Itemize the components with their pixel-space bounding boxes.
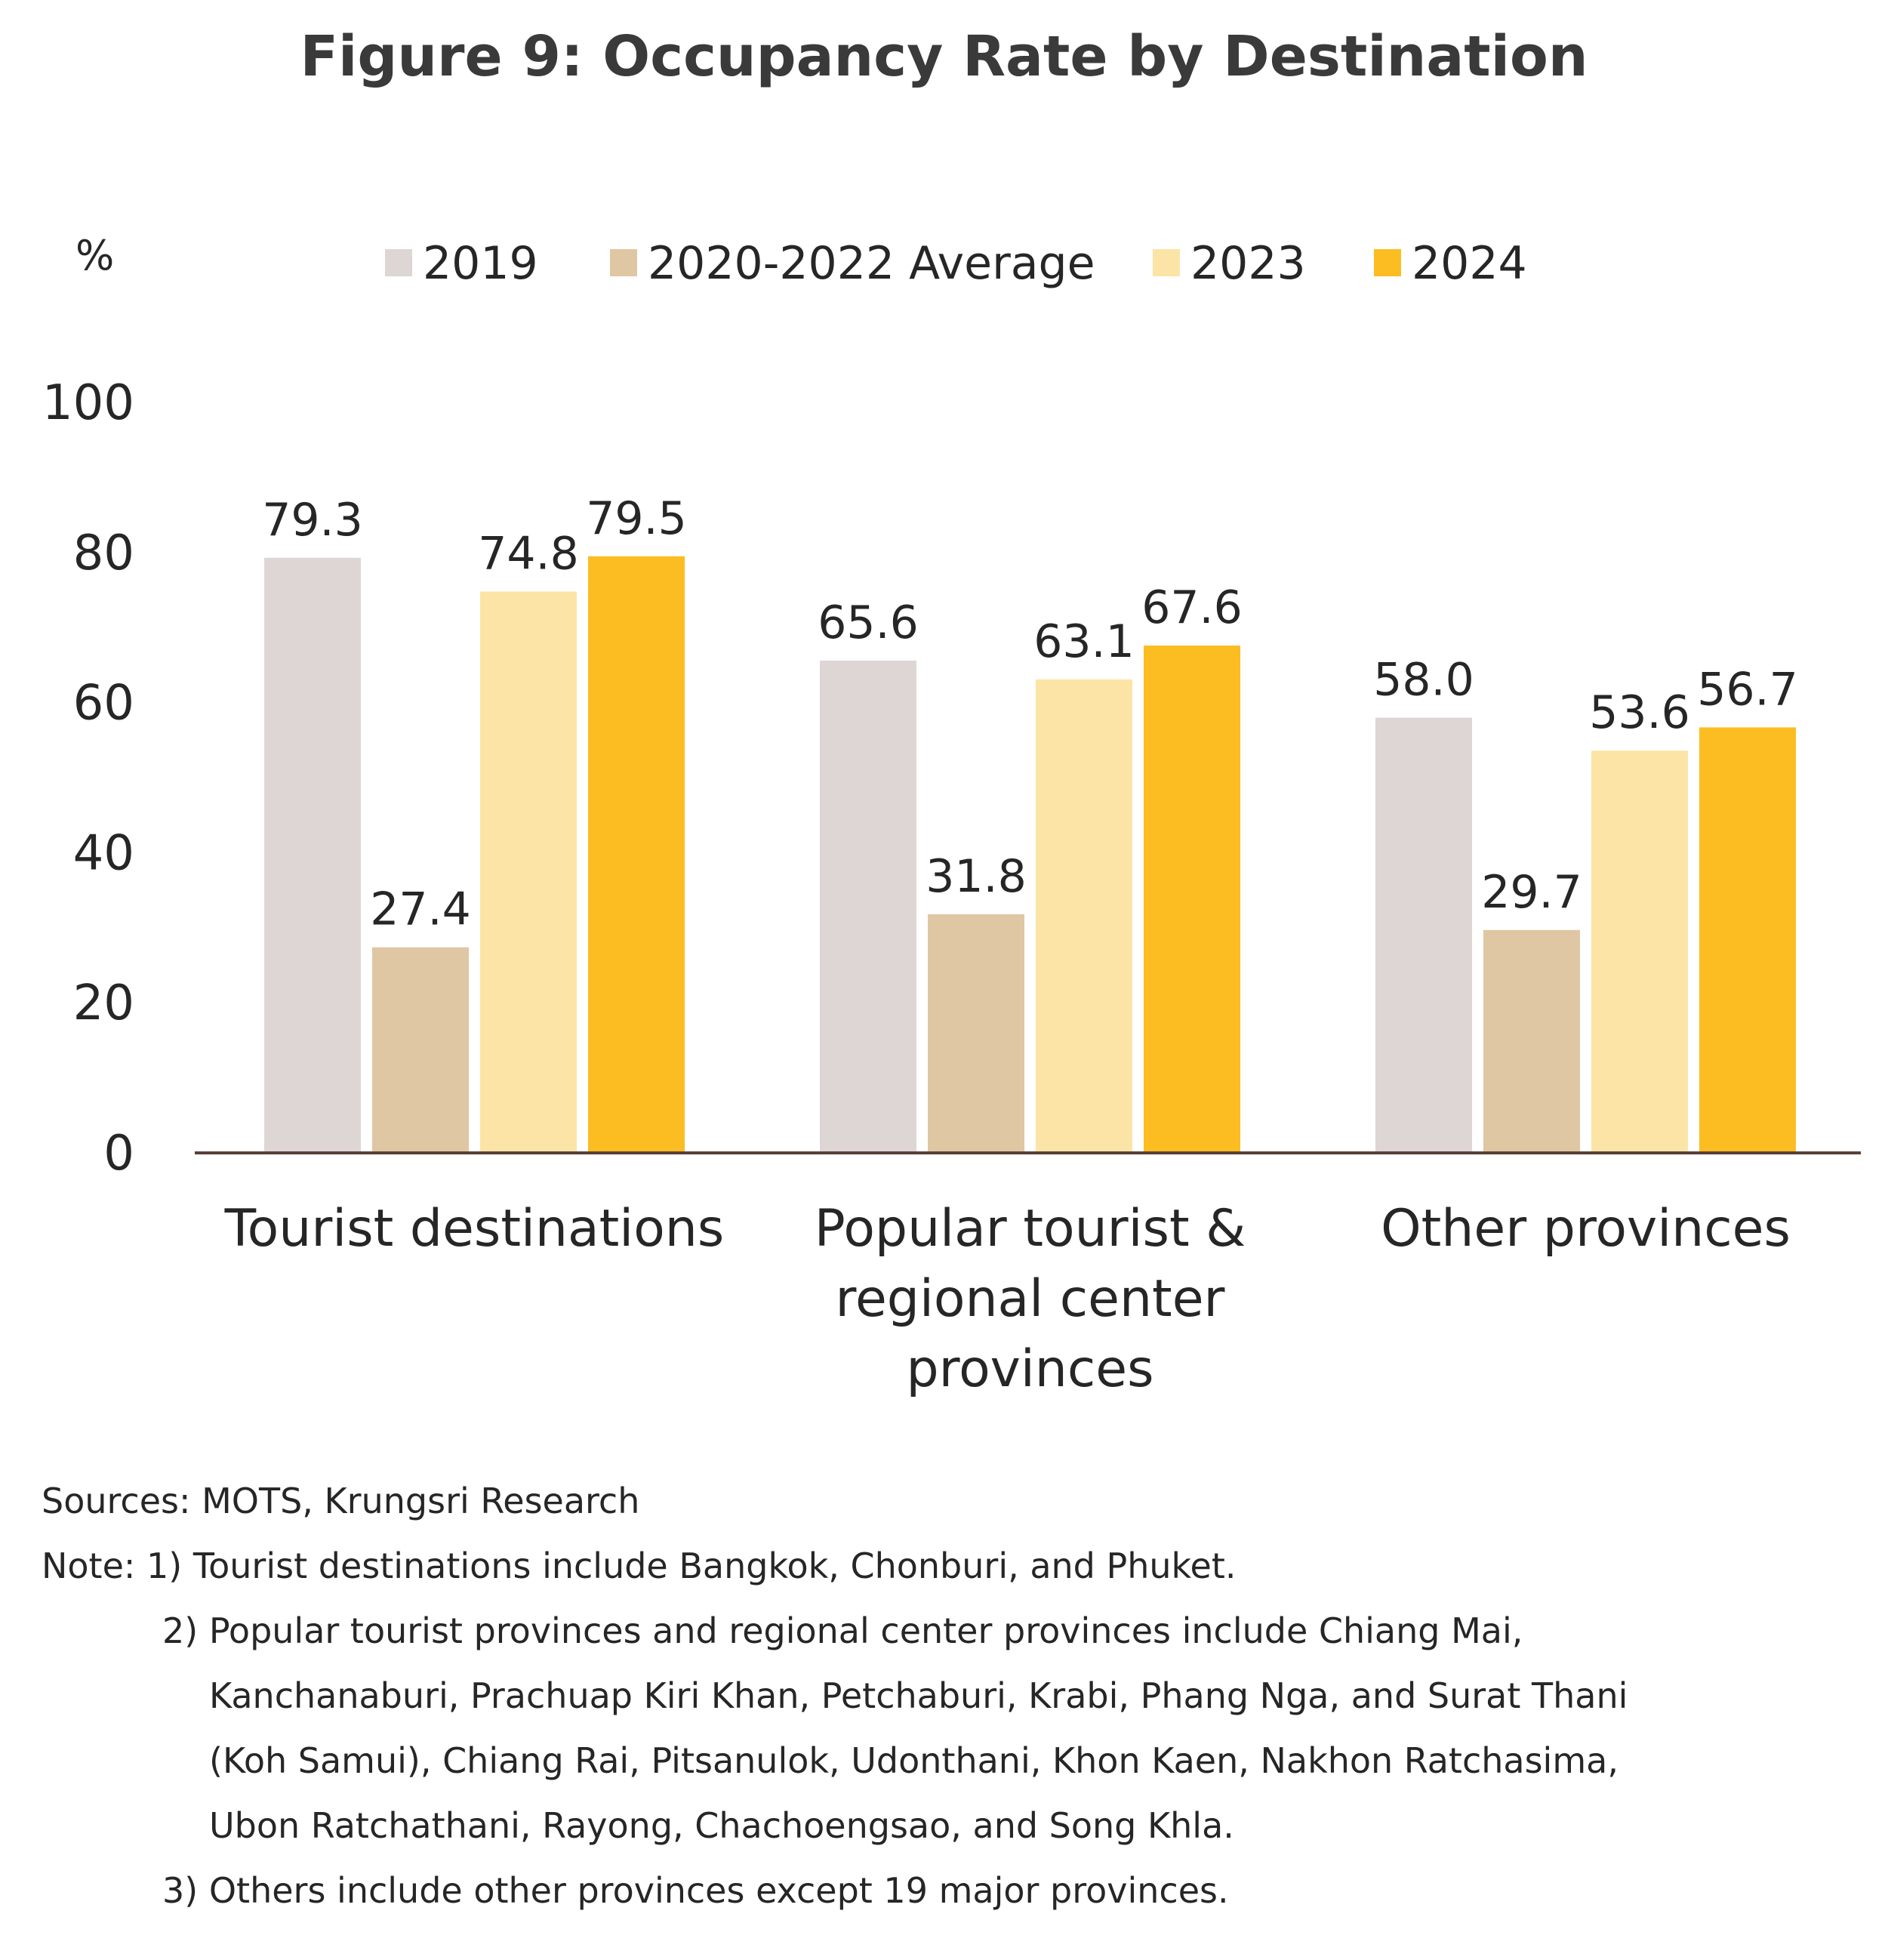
x-category-label: Tourist destinations xyxy=(224,1199,725,1259)
data-label: 63.1 xyxy=(1033,615,1135,668)
y-tick-label: 60 xyxy=(73,676,134,732)
y-axis-label: % xyxy=(75,232,114,279)
legend-swatch xyxy=(1374,249,1401,276)
y-tick-label: 80 xyxy=(73,525,134,581)
legend-swatch xyxy=(1153,249,1180,276)
y-tick-label: 0 xyxy=(103,1126,134,1182)
x-category-label: Other provinces xyxy=(1381,1199,1791,1259)
y-tick-label: 40 xyxy=(73,825,134,881)
legend-swatch xyxy=(385,249,412,276)
legend-label: 2019 xyxy=(423,237,538,290)
bar xyxy=(372,947,469,1153)
note-2-line-2: Kanchanaburi, Prachuap Kiri Khan, Petcha… xyxy=(209,1675,1628,1716)
legend-label: 2023 xyxy=(1190,237,1306,290)
bar xyxy=(928,914,1024,1153)
bar xyxy=(1699,727,1796,1153)
note-2-line-3: (Koh Samui), Chiang Rai, Pitsanulok, Udo… xyxy=(209,1740,1619,1781)
data-label: 74.8 xyxy=(478,527,579,580)
bar xyxy=(1591,750,1688,1153)
data-label: 58.0 xyxy=(1373,653,1474,706)
x-category-label: regional center xyxy=(835,1269,1224,1329)
data-label: 65.6 xyxy=(818,596,919,649)
chart-title: Figure 9: Occupancy Rate by Destination xyxy=(300,24,1588,89)
legend-label: 2024 xyxy=(1412,237,1527,290)
note-2-line-4: Ubon Ratchathani, Rayong, Chachoengsao, … xyxy=(209,1805,1234,1846)
sources-text: Sources: MOTS, Krungsri Research xyxy=(42,1481,640,1521)
data-label: 79.5 xyxy=(586,492,687,545)
note-2-line-1: 2) Popular tourist provinces and regiona… xyxy=(162,1610,1523,1651)
data-label: 79.3 xyxy=(262,494,363,547)
note-3: 3) Others include other provinces except… xyxy=(162,1870,1229,1911)
x-category-label: provinces xyxy=(906,1339,1153,1399)
data-label: 53.6 xyxy=(1589,686,1690,739)
y-tick-label: 20 xyxy=(73,975,134,1031)
legend-label: 2020-2022 Average xyxy=(648,237,1095,290)
bar xyxy=(1483,929,1580,1153)
legend-swatch xyxy=(610,249,637,276)
data-label: 56.7 xyxy=(1697,663,1798,716)
chart-notes: Sources: MOTS, Krungsri Research Note: 1… xyxy=(42,1468,1868,1923)
bar xyxy=(264,557,361,1153)
bar xyxy=(1144,646,1240,1153)
data-label: 67.6 xyxy=(1141,581,1243,634)
bar xyxy=(480,591,577,1153)
data-label: 29.7 xyxy=(1481,866,1582,919)
bar xyxy=(588,556,685,1153)
bar xyxy=(1036,679,1132,1153)
y-tick-label: 100 xyxy=(42,375,134,431)
x-category-label: Popular tourist & xyxy=(815,1199,1246,1259)
data-label: 27.4 xyxy=(370,883,471,936)
bar xyxy=(820,660,916,1153)
data-label: 31.8 xyxy=(926,850,1027,903)
note-1: Note: 1) Tourist destinations include Ba… xyxy=(42,1546,1237,1586)
bar xyxy=(1375,717,1472,1153)
